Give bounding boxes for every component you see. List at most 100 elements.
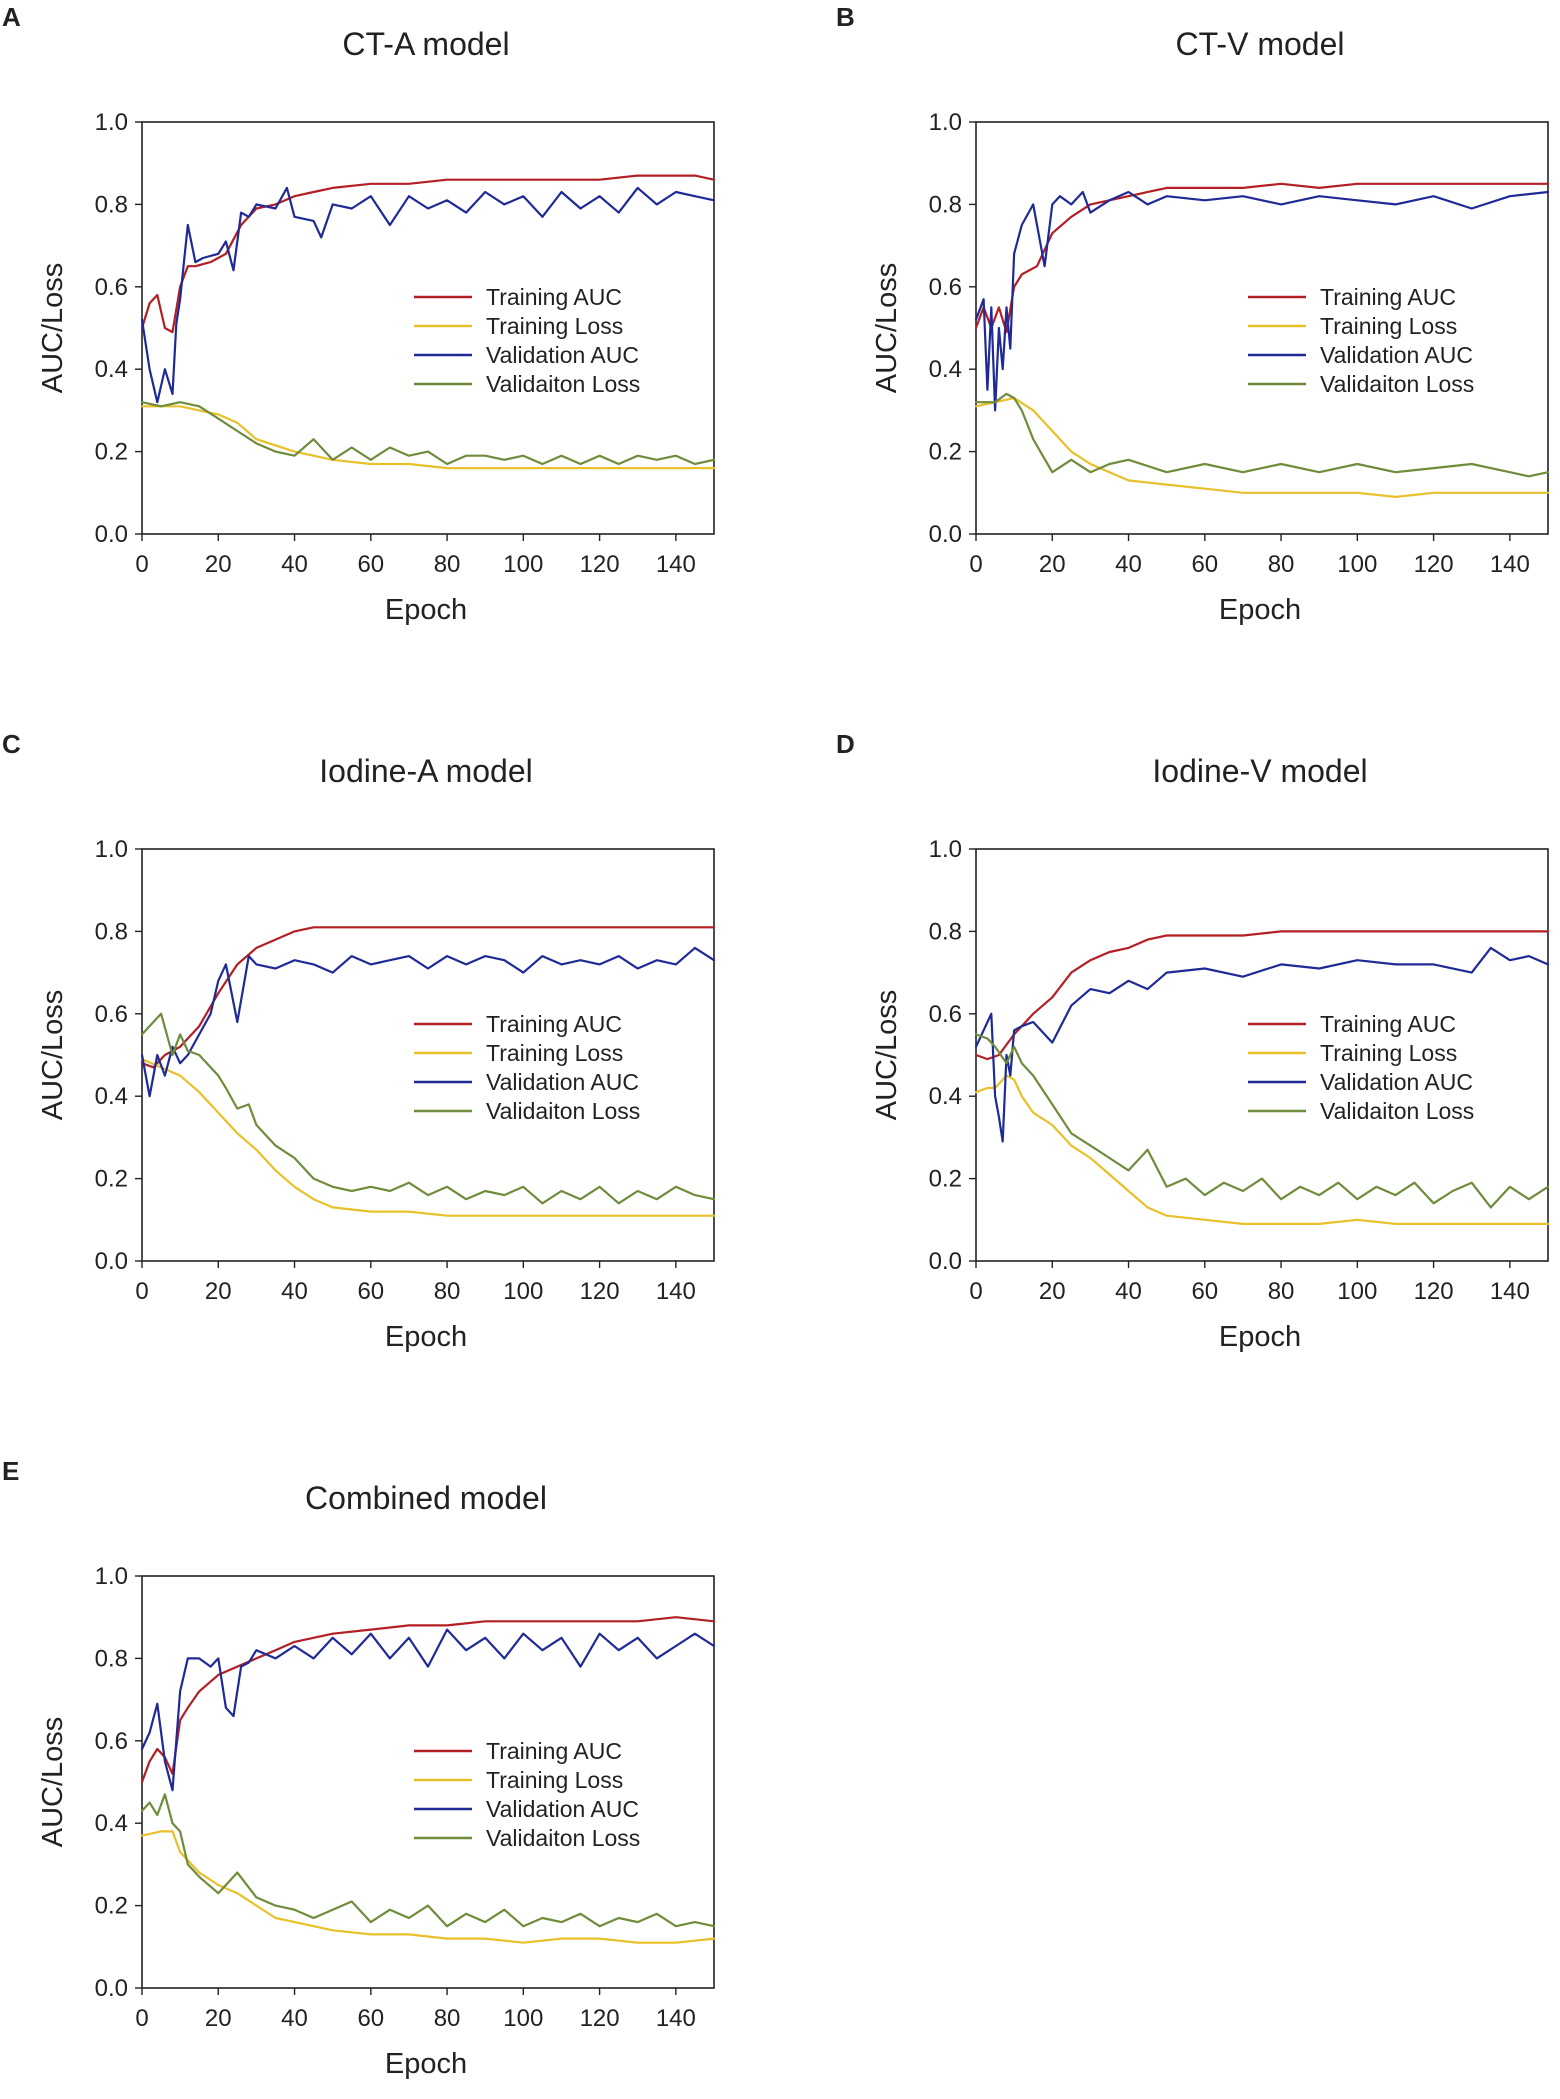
- legend-label-training-auc: Training AUC: [486, 284, 622, 310]
- x-tick-label: 40: [281, 551, 308, 578]
- y-tick-label: 0.0: [95, 1975, 128, 2002]
- x-tick-label: 120: [580, 551, 620, 578]
- chart-panel-a: A CT-A model 0.0 0.2 0.4 0.6 0.8 1.0 0 20 40 60 80 10…: [2, 2, 716, 626]
- y-tick-label: 0.2: [929, 1166, 962, 1193]
- x-tick-label: 60: [357, 1278, 384, 1305]
- chart-panel-e: E Combined model 0.0 0.2 0.4 0.6 0.8 1.0 0 20 40 60…: [2, 1456, 716, 2080]
- series-line-validaiton-loss: [140, 401, 716, 466]
- y-tick-label: 0.4: [95, 1083, 128, 1110]
- x-tick-label: 40: [1115, 1278, 1142, 1305]
- chart-title: CT-V model: [1176, 26, 1345, 62]
- x-tick-label: 120: [1414, 1278, 1454, 1305]
- series-line-training-auc: [140, 174, 716, 334]
- y-tick-label: 0.2: [95, 1893, 128, 1920]
- chart-title: CT-A model: [342, 26, 509, 62]
- x-tick-label: 140: [1490, 1278, 1530, 1305]
- x-tick-label: 80: [434, 1278, 461, 1305]
- x-tick-label: 100: [1337, 1278, 1377, 1305]
- y-tick-label: 0.4: [929, 356, 962, 383]
- x-tick-label: 100: [1337, 551, 1377, 578]
- chart-panel-c: C Iodine-A model 0.0 0.2 0.4 0.6 0.8 1.0 0 20 40 60…: [2, 729, 716, 1353]
- legend-label-training-loss: Training Loss: [486, 1040, 623, 1066]
- x-tick-label: 20: [1039, 551, 1066, 578]
- y-tick-label: 0.2: [95, 1166, 128, 1193]
- x-tick-label: 60: [357, 551, 384, 578]
- x-tick-label: 60: [357, 2005, 384, 2032]
- plot-frame: [141, 1575, 715, 1989]
- chart-panel-d: D Iodine-V model 0.0 0.2 0.4 0.6 0.8 1.0 0 20 40 60…: [836, 729, 1550, 1353]
- x-tick-label: 40: [1115, 551, 1142, 578]
- series-line-validation-auc: [140, 186, 716, 404]
- x-tick-label: 80: [434, 551, 461, 578]
- y-tick-label: 0.6: [95, 1728, 128, 1755]
- legend-label-training-loss: Training Loss: [1320, 313, 1457, 339]
- legend-label-training-loss: Training Loss: [486, 313, 623, 339]
- x-tick-label: 40: [281, 2005, 308, 2032]
- plot-frame: [975, 848, 1549, 1262]
- y-tick-label: 0.6: [929, 1001, 962, 1028]
- legend: Training AUC Training Loss Validation AUC V…: [1248, 284, 1474, 397]
- chart-title: Combined model: [305, 1480, 547, 1516]
- x-tick-label: 0: [135, 551, 148, 578]
- x-tick-label: 100: [503, 551, 543, 578]
- series-line-validaiton-loss: [974, 392, 1550, 478]
- legend-label-validaiton-loss: Validaiton Loss: [486, 1825, 640, 1851]
- legend-label-validaiton-loss: Validaiton Loss: [1320, 1098, 1474, 1124]
- x-tick-label: 20: [205, 551, 232, 578]
- legend-label-training-auc: Training AUC: [1320, 1011, 1456, 1037]
- legend-label-training-auc: Training AUC: [486, 1738, 622, 1764]
- x-tick-label: 40: [281, 1278, 308, 1305]
- series-line-training-loss: [140, 1058, 716, 1217]
- plot-frame: [141, 121, 715, 535]
- x-tick-label: 0: [135, 2005, 148, 2032]
- x-tick-label: 80: [1268, 551, 1295, 578]
- y-tick-label: 0.6: [95, 1001, 128, 1028]
- legend-label-training-loss: Training Loss: [486, 1767, 623, 1793]
- panel-letter: D: [836, 729, 855, 759]
- x-tick-label: 120: [580, 1278, 620, 1305]
- series-group: [974, 182, 1550, 498]
- y-tick-label: 0.4: [95, 356, 128, 383]
- y-axis-label: AUC/Loss: [37, 1717, 69, 1848]
- y-tick-label: 0.0: [95, 521, 128, 548]
- y-axis-label: AUC/Loss: [37, 263, 69, 394]
- y-tick-label: 0.6: [929, 274, 962, 301]
- y-axis-label: AUC/Loss: [871, 990, 903, 1121]
- y-tick-label: 0.8: [929, 918, 962, 945]
- legend-label-validation-auc: Validation AUC: [486, 1069, 639, 1095]
- series-line-training-loss: [140, 1830, 716, 1944]
- x-tick-label: 140: [656, 1278, 696, 1305]
- y-tick-label: 0.2: [95, 439, 128, 466]
- series-line-training-auc: [974, 930, 1550, 1061]
- x-tick-label: 120: [1414, 551, 1454, 578]
- x-tick-label: 140: [656, 551, 696, 578]
- x-tick-label: 100: [503, 1278, 543, 1305]
- y-tick-label: 1.0: [95, 1563, 128, 1590]
- y-tick-label: 0.4: [929, 1083, 962, 1110]
- x-tick-label: 0: [969, 551, 982, 578]
- x-tick-label: 0: [135, 1278, 148, 1305]
- series-group: [140, 926, 716, 1217]
- series-line-validaiton-loss: [140, 1793, 716, 1928]
- x-axis-label: Epoch: [385, 594, 467, 626]
- y-tick-label: 1.0: [929, 109, 962, 136]
- x-tick-label: 20: [1039, 1278, 1066, 1305]
- x-tick-label: 20: [205, 1278, 232, 1305]
- y-tick-label: 0.4: [95, 1810, 128, 1837]
- y-tick-label: 0.2: [929, 439, 962, 466]
- y-tick-label: 0.8: [95, 918, 128, 945]
- chart-panel-b: B CT-V model 0.0 0.2 0.4 0.6 0.8 1.0 0 20 40 60 80 10…: [836, 2, 1550, 626]
- x-tick-label: 60: [1191, 1278, 1218, 1305]
- legend-label-validation-auc: Validation AUC: [1320, 342, 1473, 368]
- panel-letter: A: [2, 2, 21, 32]
- series-line-training-auc: [974, 182, 1550, 334]
- series-line-training-loss: [974, 1074, 1550, 1225]
- legend-label-validaiton-loss: Validaiton Loss: [1320, 371, 1474, 397]
- legend-label-validation-auc: Validation AUC: [1320, 1069, 1473, 1095]
- series-line-validation-auc: [974, 190, 1550, 412]
- legend: Training AUC Training Loss Validation AUC V…: [414, 284, 640, 397]
- legend-label-validaiton-loss: Validaiton Loss: [486, 1098, 640, 1124]
- legend-label-training-auc: Training AUC: [486, 1011, 622, 1037]
- y-tick-label: 0.0: [95, 1248, 128, 1275]
